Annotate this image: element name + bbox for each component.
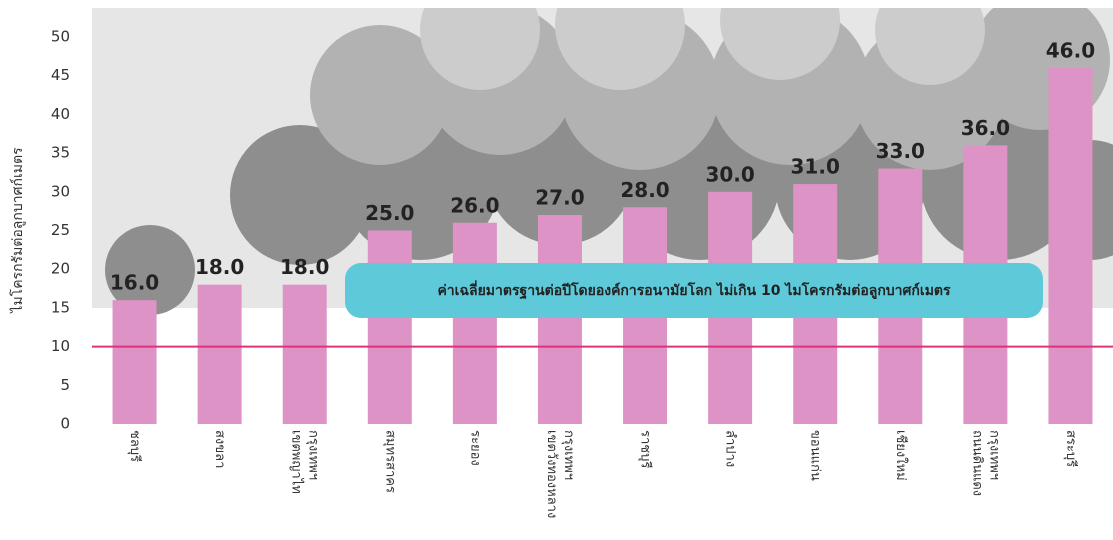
x-tick-label: ชลบุรี (127, 430, 143, 463)
value-label: 46.0 (1046, 38, 1095, 62)
bar (1048, 67, 1093, 425)
bar (537, 215, 582, 424)
x-tick-label: เขตวังทองหลาง กรุงเทพฯ (543, 430, 576, 519)
y-tick-label: 50 (51, 28, 70, 46)
value-label: 26.0 (450, 193, 499, 217)
x-tick-label: ขอนแก่น (807, 430, 823, 481)
annotation: ค่าเฉลี่ยมาตรฐานต่อปีโดยองค์การอนามัยโลก… (345, 263, 1043, 318)
bar (367, 230, 412, 424)
y-tick-label: 45 (51, 66, 70, 84)
x-tick-label: ระยอง (467, 430, 483, 466)
y-tick-label: 10 (51, 337, 70, 355)
y-tick-label: 5 (60, 376, 70, 394)
value-label: 28.0 (620, 178, 669, 202)
bar (452, 222, 497, 424)
value-label: 30.0 (705, 162, 754, 186)
y-tick-label: 20 (51, 260, 70, 278)
bar (197, 284, 242, 424)
x-tick-label: ลำปาง (722, 430, 738, 468)
value-label: 16.0 (110, 271, 159, 295)
value-label: 18.0 (280, 255, 329, 279)
value-label: 33.0 (876, 139, 925, 163)
bar (112, 300, 157, 424)
y-axis-label: ไมโครกรัมต่อลูกบาศก์เมตร (9, 147, 26, 314)
x-tick-label: สระบุรี (1062, 430, 1078, 468)
value-label: 27.0 (535, 186, 584, 210)
y-tick-label: 40 (51, 105, 70, 123)
y-tick-label: 30 (51, 182, 70, 200)
x-tick-label: เขตพญาไท กรุงเทพฯ (288, 430, 321, 494)
value-label: 25.0 (365, 201, 414, 225)
x-tick-label: ราชบุรี (637, 430, 653, 469)
y-tick-label: 25 (51, 221, 70, 239)
x-tick-label: เชียงใหม่ (892, 430, 908, 481)
y-tick-label: 0 (60, 415, 70, 433)
bar (282, 284, 327, 424)
value-label: 31.0 (791, 155, 840, 179)
y-tick-label: 35 (51, 144, 70, 162)
value-label: 18.0 (195, 255, 244, 279)
x-tick-label: ถนนดินแดง กรุงเทพฯ (969, 430, 1002, 497)
y-tick-label: 15 (51, 298, 70, 316)
value-label: 36.0 (961, 116, 1010, 140)
x-tick-label: สงขลา (212, 430, 228, 469)
x-tick-label: สมุทรสาคร (382, 430, 398, 493)
